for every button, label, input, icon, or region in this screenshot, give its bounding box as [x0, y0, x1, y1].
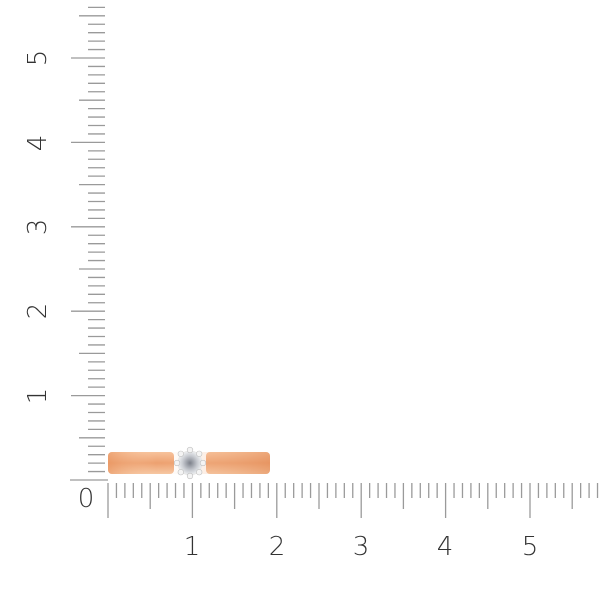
x-label: 5 — [521, 532, 539, 562]
x-label: 4 — [436, 532, 454, 562]
ring-prong — [196, 450, 203, 457]
ring-prong — [177, 469, 184, 476]
ring-prong — [177, 450, 184, 457]
y-label: 4 — [23, 134, 53, 152]
ruler-ticks — [70, 6, 599, 518]
ring-prong — [186, 472, 194, 480]
x-label: 2 — [268, 532, 286, 562]
ring-prongs — [173, 446, 207, 480]
ring-prong — [196, 469, 203, 476]
ring-prong — [186, 446, 194, 454]
x-label: 1 — [183, 532, 201, 562]
y-label: 5 — [23, 49, 53, 67]
y-label: 1 — [23, 387, 53, 405]
ring-prong — [173, 459, 181, 467]
ring-prong — [199, 459, 207, 467]
ring — [108, 446, 270, 480]
x-label: 3 — [352, 532, 370, 562]
y-label: 2 — [23, 302, 53, 320]
origin-label: 0 — [77, 484, 95, 514]
y-label: 3 — [23, 218, 53, 236]
